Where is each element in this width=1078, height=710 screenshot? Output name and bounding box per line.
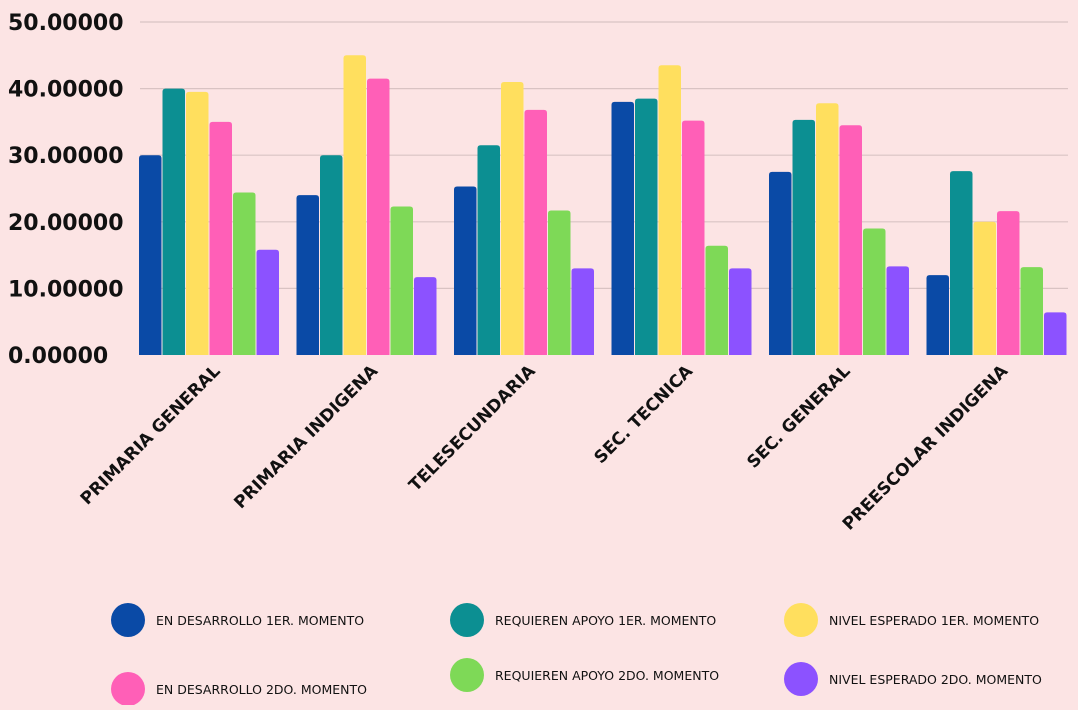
bar: [233, 192, 256, 355]
legend: EN DESARROLLO 1ER. MOMENTO REQUIEREN APOY…: [111, 603, 1042, 706]
bar: [792, 119, 815, 355]
legend-swatch: [111, 603, 145, 637]
bar: [367, 78, 390, 356]
bar: [839, 125, 862, 355]
bar: [950, 171, 973, 355]
bar: [186, 91, 209, 356]
legend-label: NIVEL ESPERADO 2DO. MOMENTO: [829, 672, 1042, 687]
bar: [209, 121, 232, 356]
bar: [1044, 312, 1067, 355]
bar: [320, 155, 343, 355]
legend-label: NIVEL ESPERADO 1ER. MOMENTO: [829, 613, 1039, 628]
bar: [454, 186, 477, 355]
bar: [658, 65, 681, 355]
x-tick-label: TELESECUNDARIA: [405, 361, 540, 496]
legend-swatch: [450, 603, 484, 637]
bar: [682, 120, 705, 356]
bar: [1020, 267, 1043, 355]
bar: [139, 155, 162, 355]
y-tick-label: 0.00000: [8, 344, 108, 369]
legend-label: REQUIEREN APOYO 2DO. MOMENTO: [495, 668, 719, 683]
bar: [611, 101, 634, 355]
bar: [343, 55, 366, 356]
legend-swatch: [784, 603, 818, 637]
y-tick-label: 50.00000: [8, 11, 124, 36]
bar: [886, 266, 909, 355]
bar: [477, 145, 500, 355]
bar: [256, 249, 279, 355]
x-tick-label: SEC. TECNICA: [591, 361, 698, 468]
y-tick-label: 20.00000: [8, 211, 124, 236]
x-tick-label: SEC. GENERAL: [743, 361, 854, 472]
bar: [926, 275, 949, 355]
y-axis-tick-labels: 0.00000 10.00000 20.00000 30.00000 40.00000 5…: [8, 11, 124, 369]
x-tick-label: PRIMARIA INDIGENA: [230, 361, 382, 513]
bar: [524, 109, 547, 355]
legend-swatch: [450, 658, 484, 692]
y-tick-label: 10.00000: [8, 277, 124, 302]
bar: [863, 228, 886, 355]
bar: [769, 171, 792, 355]
y-tick-label: 30.00000: [8, 144, 124, 169]
bar: [296, 195, 319, 355]
legend-swatch: [111, 672, 145, 706]
x-tick-label: PRIMARIA GENERAL: [77, 361, 225, 509]
gridlines: [140, 21, 1068, 289]
bar: [162, 88, 185, 355]
x-tick-label: PREESCOLAR INDIGENA: [839, 361, 1013, 535]
bars: [139, 55, 1067, 356]
bar: [390, 206, 413, 355]
bar: [414, 277, 437, 355]
bar: [705, 245, 728, 355]
legend-label: REQUIEREN APOYO 1ER. MOMENTO: [495, 613, 716, 628]
y-tick-label: 40.00000: [8, 78, 124, 103]
legend-label: EN DESARROLLO 1ER. MOMENTO: [156, 613, 364, 628]
bar: [973, 221, 996, 355]
legend-label: EN DESARROLLO 2DO. MOMENTO: [156, 682, 367, 697]
legend-swatch: [784, 662, 818, 696]
bar: [548, 210, 571, 355]
bar: [816, 103, 839, 355]
bar: [729, 268, 752, 355]
bar: [635, 98, 658, 355]
bar: [501, 81, 524, 355]
bar: [571, 268, 594, 355]
x-axis-category-labels: PRIMARIA GENERAL PRIMARIA INDIGENA TELESEC…: [77, 361, 1013, 535]
bar: [997, 211, 1020, 355]
